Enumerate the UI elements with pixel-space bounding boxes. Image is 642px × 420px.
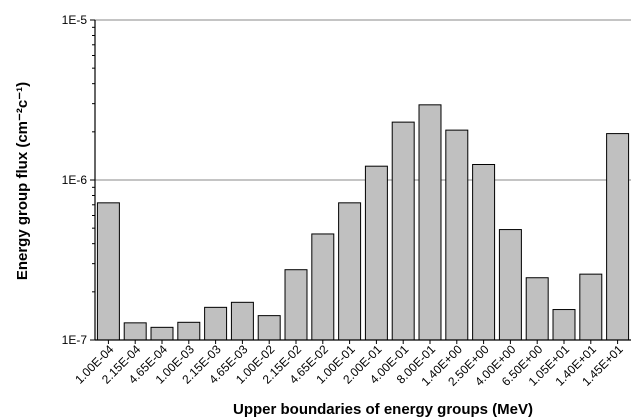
bar xyxy=(230,301,254,341)
bar xyxy=(579,273,603,341)
bar xyxy=(525,277,549,341)
bar xyxy=(606,133,630,341)
y-tick-label: 1E-5 xyxy=(62,13,88,27)
y-tick-label: 1E-6 xyxy=(62,173,88,187)
bar xyxy=(284,269,308,341)
bar xyxy=(150,326,174,341)
bar xyxy=(338,202,362,341)
y-tick-label: 1E-7 xyxy=(62,333,88,347)
bar xyxy=(418,104,442,341)
bar xyxy=(498,229,522,341)
x-axis-title: Upper boundaries of energy groups (MeV) xyxy=(233,401,533,418)
bar xyxy=(311,233,335,341)
bar xyxy=(204,306,228,341)
y-axis-title: Energy group flux (cm⁻²c⁻¹) xyxy=(14,82,31,280)
bar xyxy=(96,202,120,341)
x-tick-labels: 1.00E-042.15E-044.65E-041.00E-032.15E-03… xyxy=(72,340,626,389)
bar xyxy=(123,322,147,341)
y-tick-labels: 1E-7 1E-6 1E-5 xyxy=(62,13,95,347)
grid-lines xyxy=(95,19,631,181)
bar xyxy=(391,121,415,341)
bar xyxy=(257,315,281,341)
bar xyxy=(177,321,201,341)
bar xyxy=(445,129,469,341)
bar xyxy=(472,163,496,341)
bars xyxy=(96,104,630,341)
bar xyxy=(364,165,388,341)
bar xyxy=(552,309,576,341)
